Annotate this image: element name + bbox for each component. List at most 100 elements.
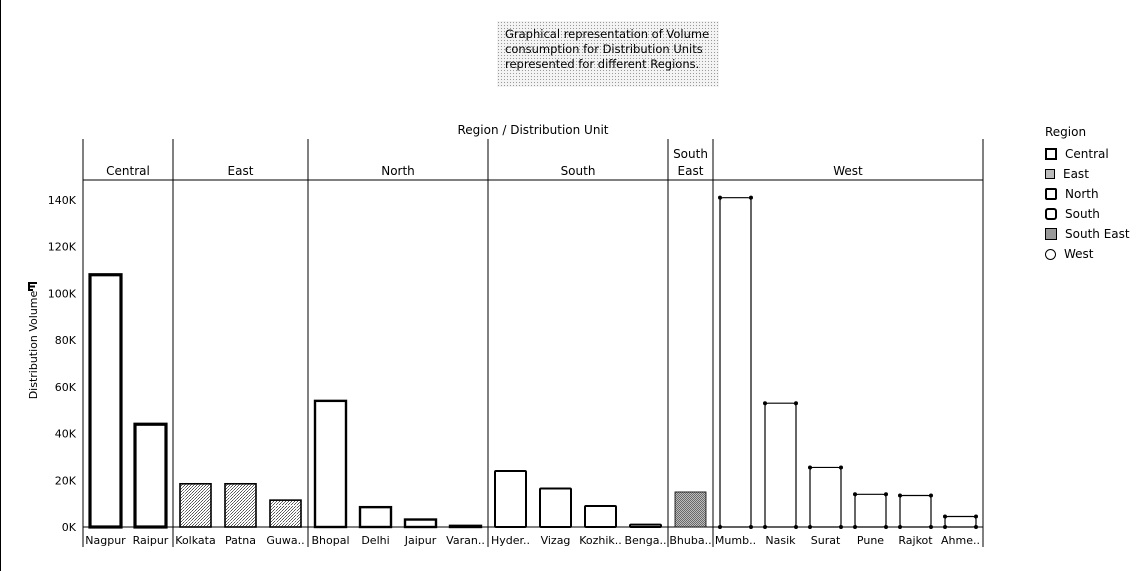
x-tick-label-vizag: Vizag — [541, 534, 571, 547]
y-tick-label-2: 40K — [55, 428, 77, 441]
legend-label-north: North — [1065, 187, 1099, 201]
legend-item-south[interactable]: South — [1045, 204, 1130, 224]
legend-title: Region — [1045, 125, 1087, 139]
bar-north-delhi — [358, 505, 393, 529]
bar-corner-ahme-2 — [943, 525, 947, 529]
bar-north-varan — [448, 524, 483, 529]
bar-north-bhopal — [313, 399, 348, 529]
bar-north-jaipur — [403, 518, 438, 529]
bar-corner-rajkot-0 — [898, 493, 902, 498]
x-tick-label-raipur: Raipur — [133, 534, 169, 547]
bar-south-benga — [629, 523, 662, 529]
bar-corner-nasik-3 — [794, 525, 798, 529]
bar-corner-nasik-1 — [794, 401, 798, 406]
bar-west-mumb — [719, 197, 752, 528]
y-axis-title: Distribution Volume — [27, 290, 40, 399]
frame-left-border — [0, 0, 1, 571]
region-header-south-east-line-2: East — [678, 164, 704, 178]
bar-south-kozhik — [584, 504, 617, 529]
x-tick-label-patna: Patna — [225, 534, 256, 547]
region-header-east: East — [228, 164, 254, 178]
x-tick-label-pune: Pune — [857, 534, 884, 547]
legend-label-central: Central — [1065, 147, 1109, 161]
bar-corner-ahme-1 — [974, 514, 978, 519]
bar-corner-mumb-3 — [749, 525, 753, 529]
bar-corner-mumb-1 — [749, 195, 753, 200]
bar-corner-surat-1 — [839, 465, 843, 470]
legend-swatch-east — [1045, 169, 1055, 179]
bar-corner-surat-3 — [839, 525, 843, 529]
x-tick-label-rajkot: Rajkot — [898, 534, 933, 547]
bar-west-ahme — [944, 515, 977, 528]
legend-label-south-east: South East — [1065, 227, 1130, 241]
y-tick-label-3: 60K — [55, 381, 77, 394]
bar-corner-nasik-0 — [763, 401, 767, 406]
bar-corner-pune-1 — [884, 492, 888, 497]
legend-swatch-south — [1045, 208, 1057, 220]
bar-corner-rajkot-1 — [929, 493, 933, 498]
x-tick-label-kozhik: Kozhik.. — [579, 534, 622, 547]
bar-central-raipur — [133, 422, 168, 529]
chart-title-box: Graphical representation of Volume consu… — [497, 21, 719, 87]
bar-corner-nasik-2 — [763, 525, 767, 529]
region-header-north: North — [381, 164, 415, 178]
legend-item-central[interactable]: Central — [1045, 144, 1130, 164]
x-tick-label-kolkata: Kolkata — [175, 534, 215, 547]
legend-swatch-north — [1045, 188, 1057, 200]
region-header-west: West — [833, 164, 863, 178]
legend-label-east: East — [1063, 167, 1089, 181]
column-header: Region / Distribution Unit — [457, 123, 608, 137]
chart-title-line-1: Graphical representation of Volume — [505, 27, 710, 41]
y-tick-label-4: 80K — [55, 334, 77, 347]
x-tick-label-bhopal: Bhopal — [311, 534, 349, 547]
x-tick-label-varan: Varan.. — [446, 534, 485, 547]
bar-corner-mumb-0 — [718, 195, 722, 200]
bar-corner-surat-0 — [808, 465, 812, 470]
bar-corner-ahme-3 — [974, 525, 978, 529]
bar-east-kolkata — [179, 482, 212, 528]
region-header-south: South — [561, 164, 596, 178]
bar-south-hyder — [494, 469, 527, 529]
x-tick-label-jaipur: Jaipur — [404, 534, 437, 547]
legend-item-north[interactable]: North — [1045, 184, 1130, 204]
legend-swatch-west — [1045, 248, 1056, 260]
region-header-south-east-line-1: South — [673, 147, 708, 161]
bar-corner-pune-2 — [853, 525, 857, 529]
bar-corner-pune-3 — [884, 525, 888, 529]
x-tick-label-ahme: Ahme.. — [941, 534, 980, 547]
legend-swatch-south-east — [1045, 228, 1057, 240]
chart-title-line-3: represented for different Regions. — [505, 57, 700, 71]
x-tick-label-hyder: Hyder.. — [491, 534, 530, 547]
chart-frame — [82, 139, 983, 547]
x-tick-label-delhi: Delhi — [361, 534, 389, 547]
bar-south-vizag — [539, 487, 572, 529]
legend-item-west[interactable]: West — [1045, 244, 1130, 264]
legend-item-east[interactable]: East — [1045, 164, 1130, 184]
y-tick-label-0: 0K — [62, 521, 77, 534]
bar-east-patna — [224, 482, 257, 528]
x-tick-label-nagpur: Nagpur — [85, 534, 126, 547]
bar-corner-rajkot-3 — [929, 525, 933, 529]
bar-inner-guwa — [274, 504, 297, 523]
x-tick-label-surat: Surat — [811, 534, 841, 547]
sort-icon[interactable] — [28, 282, 37, 291]
legend-item-south-east[interactable]: South East — [1045, 224, 1130, 244]
x-tick-label-benga: Benga.. — [624, 534, 666, 547]
y-tick-label-5: 100K — [48, 287, 77, 300]
bar-south-east-bhuba — [674, 491, 707, 528]
region-header-central: Central — [106, 164, 150, 178]
x-tick-label-bhuba: Bhuba.. — [669, 534, 711, 547]
bar-west-rajkot — [899, 494, 932, 528]
bar-corner-rajkot-2 — [898, 525, 902, 529]
bar-west-pune — [854, 493, 887, 528]
bar-west-nasik — [764, 402, 797, 528]
bar-corner-mumb-2 — [718, 525, 722, 529]
y-tick-label-1: 20K — [55, 474, 77, 487]
y-tick-label-6: 120K — [48, 241, 77, 254]
bar-central-nagpur — [88, 273, 123, 529]
bar-corner-surat-2 — [808, 525, 812, 529]
bar-corner-ahme-0 — [943, 514, 947, 519]
legend-swatch-central — [1045, 148, 1057, 160]
bar-east-guwa — [269, 499, 302, 528]
